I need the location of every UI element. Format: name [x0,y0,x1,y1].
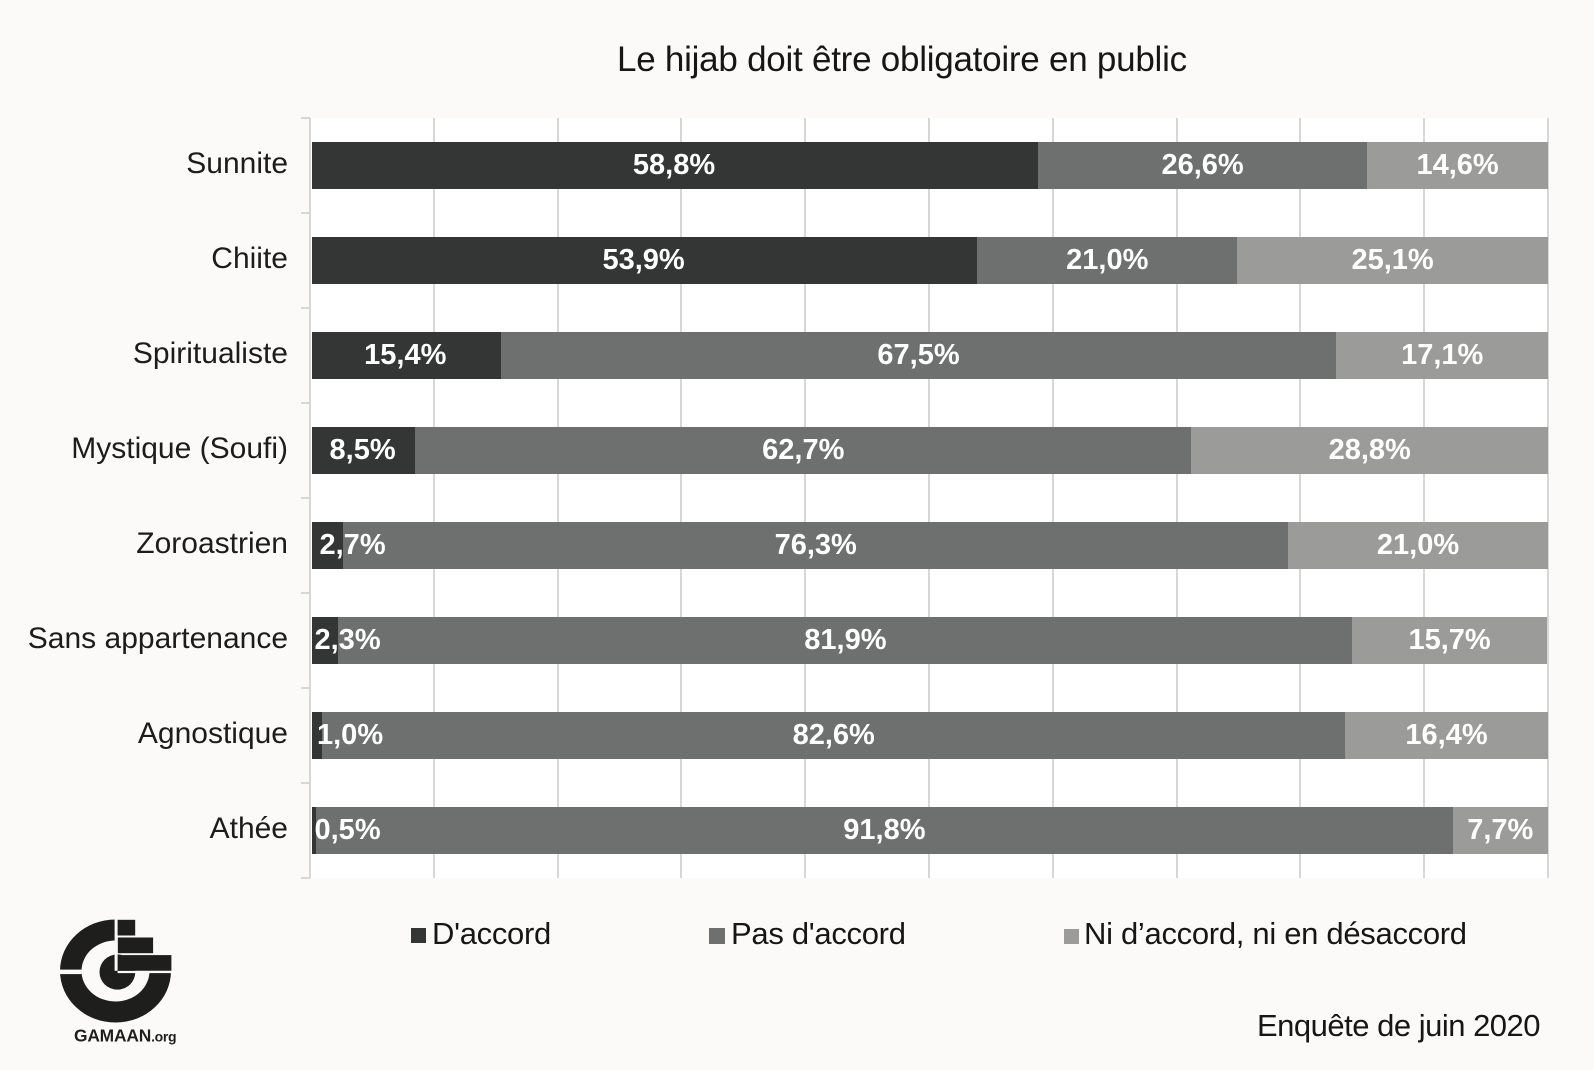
svg-text:GAMAAN.org: GAMAAN.org [74,1026,176,1046]
